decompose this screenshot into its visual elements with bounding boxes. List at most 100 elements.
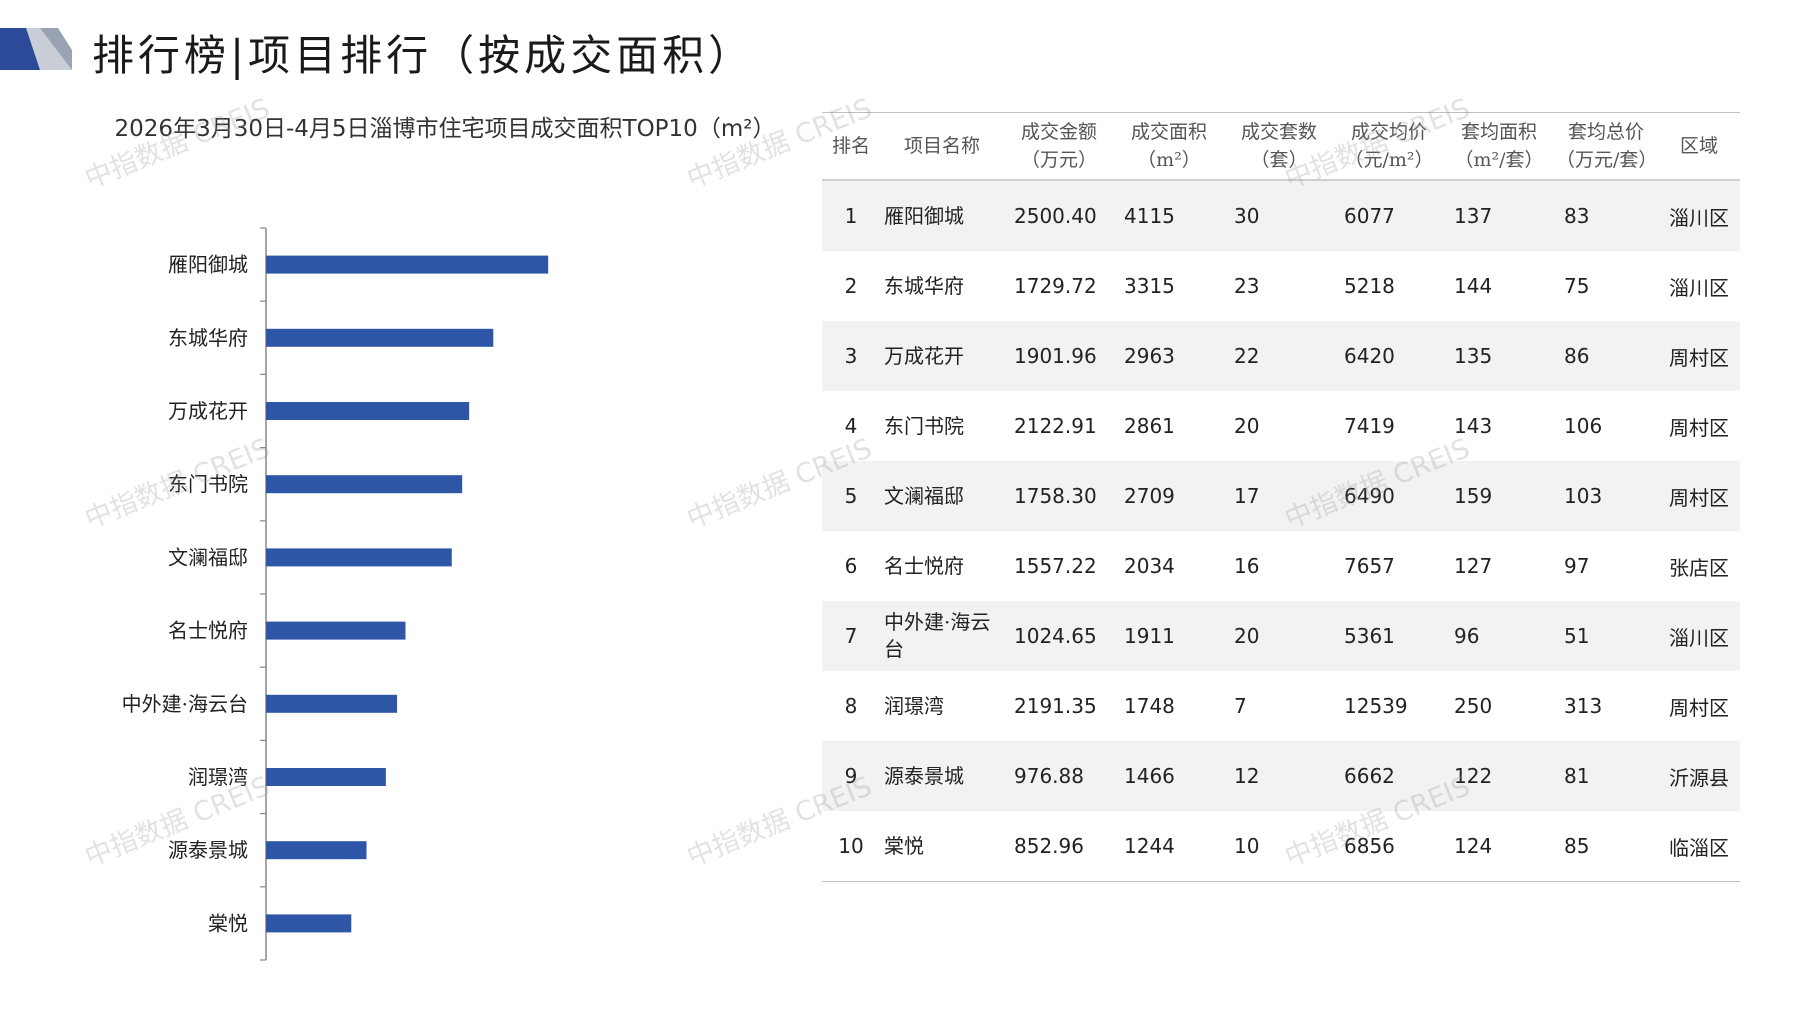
category-label: 源泰景城 [168, 838, 248, 862]
area-cell: 2861 [1124, 414, 1175, 438]
units-cell: 7 [1234, 694, 1247, 718]
area-cell: 4115 [1124, 204, 1175, 228]
avg-total-cell: 86 [1564, 344, 1590, 368]
area-cell: 3315 [1124, 274, 1175, 298]
avg-price-cell: 6420 [1344, 344, 1395, 368]
column-header-line1: 区域 [1679, 135, 1718, 157]
units-cell: 12 [1234, 764, 1260, 788]
table-body: 1 雁阳御城 2500.40 4115 30 6077 137 83 淄川区 2 东城华府 1729.… [822, 180, 1740, 882]
bar-6 [266, 621, 406, 640]
bar-3 [266, 402, 470, 420]
region-cell: 周村区 [1669, 345, 1729, 370]
avg-price-cell: 6662 [1344, 764, 1395, 788]
amount-cell: 976.88 [1014, 764, 1084, 788]
rank-cell: 6 [844, 554, 858, 578]
units-cell: 22 [1234, 344, 1260, 368]
avg-area-cell: 124 [1454, 834, 1493, 858]
category-label: 润璟湾 [188, 765, 248, 789]
column-header-line1: 套均总价 [1567, 121, 1644, 143]
avg-total-cell: 103 [1564, 484, 1603, 508]
column-header: 套均面积 （m²/套） [1444, 113, 1554, 181]
column-header-line2: （m²/套） [1454, 149, 1544, 171]
bar-1 [266, 255, 549, 274]
amount-cell: 2122.91 [1014, 414, 1097, 438]
avg-price-cell: 7419 [1344, 414, 1395, 438]
amount-cell: 1758.30 [1014, 484, 1097, 508]
column-header-line2: （元/m²） [1344, 149, 1434, 171]
area-cell: 1244 [1124, 834, 1175, 858]
area-cell: 2034 [1124, 554, 1175, 578]
bar-5 [266, 548, 452, 567]
column-header-line2: （万元/套） [1556, 149, 1658, 171]
project-name-cell: 东门书院 [884, 413, 964, 438]
avg-price-cell: 6490 [1344, 484, 1395, 508]
avg-total-cell: 85 [1564, 834, 1590, 858]
column-header-line2: （套） [1250, 149, 1308, 171]
column-header-line1: 套均面积 [1460, 121, 1537, 143]
amount-cell: 1024.65 [1014, 624, 1097, 648]
rank-cell: 2 [844, 274, 858, 298]
category-label: 雁阳御城 [168, 253, 248, 277]
category-label: 棠悦 [208, 911, 248, 935]
avg-area-cell: 122 [1454, 764, 1493, 788]
region-cell: 淄川区 [1669, 275, 1729, 300]
column-header: 套均总价 （万元/套） [1554, 113, 1658, 181]
bar-7 [266, 694, 398, 713]
category-label: 文澜福邸 [168, 545, 248, 569]
units-cell: 20 [1234, 414, 1260, 438]
table-row: 4 东门书院 2122.91 2861 20 7419 143 106 周村区 [822, 391, 1740, 461]
units-cell: 10 [1234, 834, 1260, 858]
column-header: 成交套数 （套） [1224, 113, 1334, 181]
units-cell: 17 [1234, 484, 1260, 508]
table-row: 5 文澜福邸 1758.30 2709 17 6490 159 103 周村区 [822, 461, 1740, 531]
logo-icon [0, 28, 72, 70]
category-label: 名士悦府 [168, 619, 248, 643]
page-title: 排行榜|项目排行（按成交面积） [92, 31, 755, 80]
table-header-row: 排名 项目名称 成交金额 （万元） 成交面积 （m²） 成交套数 （套） 成交均价 （元/m²） 套… [822, 112, 1740, 181]
avg-total-cell: 83 [1564, 204, 1590, 228]
avg-price-cell: 6077 [1344, 204, 1395, 228]
rank-cell: 3 [844, 344, 858, 368]
region-cell: 周村区 [1669, 485, 1729, 510]
region-cell: 淄川区 [1669, 625, 1729, 650]
bar-10 [266, 914, 352, 933]
avg-price-cell: 7657 [1344, 554, 1395, 578]
table-row: 3 万成花开 1901.96 2963 22 6420 135 86 周村区 [822, 321, 1740, 391]
column-header-line1: 排名 [831, 135, 870, 157]
region-cell: 周村区 [1669, 415, 1729, 440]
project-name-cell: 雁阳御城 [884, 203, 964, 228]
table-row: 10 棠悦 852.96 1244 10 6856 124 85 临淄区 [822, 811, 1740, 882]
amount-cell: 1901.96 [1014, 344, 1097, 368]
table-row: 8 润璟湾 2191.35 1748 7 12539 250 313 周村区 [822, 671, 1740, 741]
avg-price-cell: 6856 [1344, 834, 1395, 858]
project-name-cell: 文澜福邸 [884, 483, 964, 508]
region-cell: 周村区 [1669, 695, 1729, 720]
avg-area-cell: 143 [1454, 414, 1493, 438]
avg-total-cell: 106 [1564, 414, 1603, 438]
avg-price-cell: 5218 [1344, 274, 1395, 298]
rank-cell: 10 [838, 834, 864, 858]
avg-area-cell: 96 [1454, 624, 1480, 648]
project-name-cell: 棠悦 [884, 833, 924, 858]
chart-title: 2026年3月30日-4月5日淄博市住宅项目成交面积TOP10（m²） [114, 116, 776, 142]
bar-4 [266, 475, 463, 494]
units-cell: 30 [1234, 204, 1260, 228]
rank-cell: 8 [844, 694, 858, 718]
table-row: 6 名士悦府 1557.22 2034 16 7657 127 97 张店区 [822, 531, 1740, 601]
ranking-table-container: 排名 项目名称 成交金额 （万元） 成交面积 （m²） 成交套数 （套） 成交均价 （元/m²） 套… [822, 112, 1740, 882]
column-header: 区域 [1658, 113, 1740, 181]
amount-cell: 852.96 [1014, 834, 1084, 858]
table-row: 7 中外建·海云台 1024.65 1911 20 5361 96 51 淄川区 [822, 601, 1740, 671]
column-header-line1: 成交套数 [1240, 121, 1317, 143]
amount-cell: 2191.35 [1014, 694, 1097, 718]
column-header: 成交面积 （m²） [1114, 113, 1224, 181]
table-row: 1 雁阳御城 2500.40 4115 30 6077 137 83 淄川区 [822, 180, 1740, 251]
project-name-cell: 名士悦府 [884, 553, 964, 578]
region-cell: 张店区 [1669, 555, 1729, 580]
avg-area-cell: 137 [1454, 204, 1493, 228]
category-label: 万成花开 [168, 399, 248, 423]
bar-9 [266, 841, 367, 860]
column-header-line2: （m²） [1137, 149, 1201, 171]
category-label: 中外建·海云台 [122, 692, 248, 716]
